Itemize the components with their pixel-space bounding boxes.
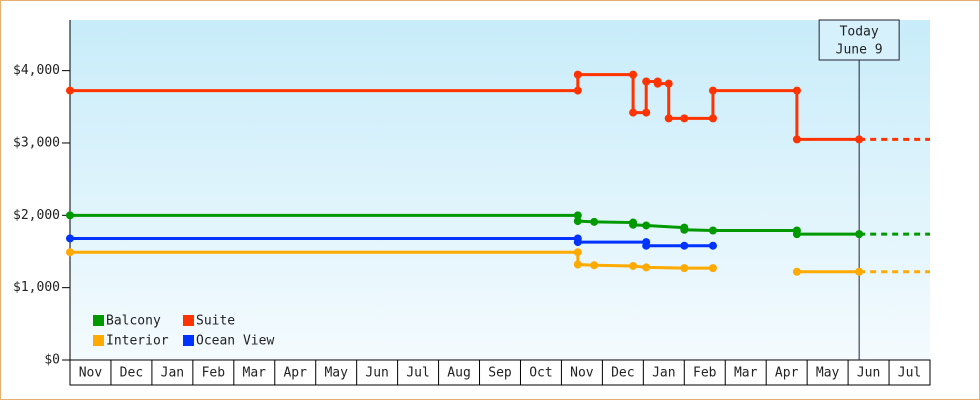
data-point — [680, 264, 689, 273]
x-tick-label: May — [324, 366, 348, 381]
data-point — [642, 241, 651, 250]
x-tick-label: Jan — [161, 366, 184, 381]
today-label: June 9 — [836, 43, 883, 58]
y-tick-label: $0 — [44, 353, 60, 368]
y-tick-label: $2,000 — [13, 208, 60, 223]
data-point — [708, 241, 717, 250]
data-point — [642, 263, 651, 272]
data-point — [792, 267, 801, 276]
data-point — [66, 248, 74, 257]
data-point — [792, 135, 801, 144]
legend-swatch — [93, 315, 104, 326]
y-tick-label: $4,000 — [13, 63, 60, 78]
data-point — [66, 234, 74, 243]
x-tick-label: Jun — [857, 366, 880, 381]
x-tick-label: Oct — [529, 366, 552, 381]
data-point — [573, 260, 582, 269]
x-tick-label: Apr — [775, 366, 799, 381]
data-point — [708, 86, 717, 95]
data-point — [664, 114, 673, 123]
data-point — [629, 70, 638, 79]
data-point — [629, 261, 638, 270]
today-box — [818, 19, 900, 61]
x-tick-label: Aug — [447, 366, 470, 381]
x-tick-label: May — [816, 366, 840, 381]
data-point — [708, 114, 717, 123]
data-point — [590, 261, 599, 270]
x-tick-label: Nov — [79, 366, 103, 381]
plot-area — [70, 20, 930, 360]
data-point — [629, 220, 638, 229]
today-label: Today — [840, 25, 879, 40]
x-tick-label: Jul — [406, 366, 429, 381]
data-point — [792, 230, 801, 239]
data-point — [855, 267, 864, 276]
legend-swatch — [183, 335, 194, 346]
data-point — [653, 79, 662, 88]
data-point — [855, 135, 864, 144]
y-tick-label: $3,000 — [13, 135, 60, 150]
legend-label: Suite — [196, 314, 235, 329]
x-tick-label: Mar — [243, 366, 267, 381]
data-point — [573, 86, 582, 95]
data-point — [66, 86, 74, 95]
x-tick-label: Nov — [570, 366, 594, 381]
data-point — [573, 238, 582, 247]
legend-label: Ocean View — [196, 334, 274, 349]
data-point — [642, 221, 651, 230]
data-point — [708, 264, 717, 273]
legend-label: Interior — [106, 334, 169, 349]
data-point — [573, 70, 582, 79]
data-point — [573, 211, 582, 220]
data-point — [573, 248, 582, 257]
legend-label: Balcony — [106, 314, 161, 329]
x-tick-label: Feb — [202, 366, 226, 381]
data-point — [680, 114, 689, 123]
x-tick-label: Mar — [734, 366, 758, 381]
data-point — [855, 230, 864, 239]
data-point — [708, 226, 717, 235]
x-tick-label: Sep — [488, 366, 512, 381]
x-tick-label: Feb — [693, 366, 717, 381]
x-tick-label: Jul — [898, 366, 921, 381]
data-point — [573, 217, 582, 226]
data-point — [664, 79, 673, 88]
data-point — [66, 211, 74, 220]
legend-swatch — [93, 335, 104, 346]
data-point — [680, 225, 689, 234]
data-point — [792, 86, 801, 95]
x-tick-label: Dec — [120, 366, 143, 381]
x-tick-label: Jan — [652, 366, 675, 381]
data-point — [642, 77, 651, 86]
data-point — [642, 108, 651, 117]
legend-swatch — [183, 315, 194, 326]
x-tick-label: Dec — [611, 366, 634, 381]
y-tick-label: $1,000 — [13, 280, 60, 295]
data-point — [590, 217, 599, 226]
data-point — [629, 108, 638, 117]
x-tick-label: Apr — [283, 366, 307, 381]
data-point — [680, 241, 689, 250]
x-tick-label: Jun — [365, 366, 388, 381]
